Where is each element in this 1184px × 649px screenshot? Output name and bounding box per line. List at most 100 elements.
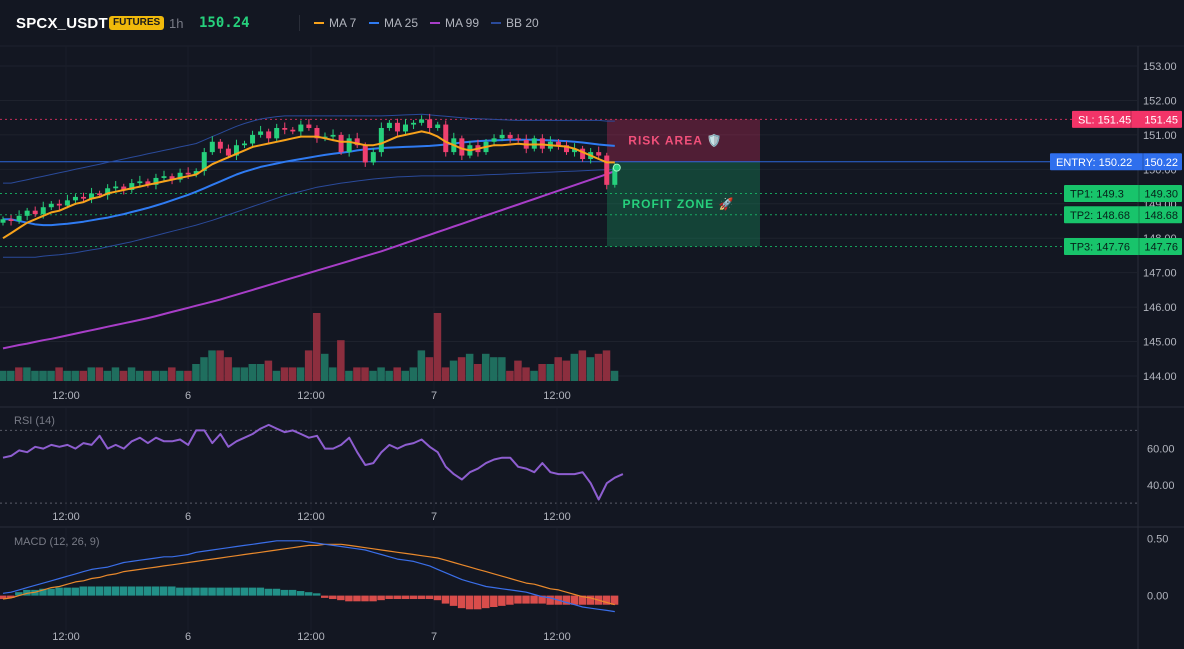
macd-histogram-bar: [63, 587, 71, 596]
macd-histogram-bar: [288, 589, 297, 596]
volume-bar: [393, 367, 401, 381]
macd-histogram-bar: [498, 595, 506, 606]
legend-ma99-label: MA 99: [445, 16, 480, 30]
volume-bar: [304, 350, 313, 381]
volume-bar: [240, 367, 248, 381]
candle-body: [217, 141, 223, 149]
price-tick-label: 153.00: [1143, 61, 1177, 73]
macd-histogram-bar: [345, 595, 353, 602]
macd-histogram-bar: [522, 595, 530, 604]
volume-bar: [345, 370, 353, 381]
candle-body: [32, 210, 38, 215]
candle-body: [0, 219, 6, 223]
volume-bar: [482, 353, 490, 381]
volume-bar: [232, 367, 240, 381]
candle-body: [282, 128, 288, 130]
candle-body: [72, 196, 78, 201]
volume-bar: [47, 370, 55, 381]
level-tag-box: [1064, 237, 1182, 255]
macd-histogram-bar: [538, 595, 546, 604]
macd-histogram-bar: [184, 587, 192, 596]
candle-body: [185, 172, 191, 175]
volume-bar: [143, 370, 152, 381]
volume-bar: [296, 367, 305, 381]
level-tag-price: 150.22: [1144, 157, 1178, 169]
legend-ma7[interactable]: MA 7: [314, 16, 356, 30]
candle-body: [459, 138, 465, 156]
volume-bar: [288, 367, 297, 381]
volume-bar: [39, 370, 47, 381]
symbol-name[interactable]: SPCX_USDT: [16, 15, 108, 32]
volume-bar: [55, 367, 63, 381]
candle-body: [258, 131, 264, 135]
level-tag-label: TP2: 148.68: [1070, 210, 1130, 222]
candle-body: [370, 152, 376, 163]
price-tick-label: 147.00: [1143, 268, 1177, 280]
legend-bb20[interactable]: BB 20: [491, 16, 539, 30]
macd-histogram-bar: [119, 586, 128, 596]
bb-upper-line: [3, 113, 615, 184]
price-tick-label: 145.00: [1143, 337, 1177, 349]
legend-ma99[interactable]: MA 99: [430, 16, 479, 30]
volume-bar: [530, 370, 538, 381]
macd-histogram-bar: [168, 586, 176, 596]
candle-body: [81, 196, 86, 199]
candle-body: [169, 176, 175, 180]
macd-histogram-bar: [240, 587, 248, 596]
legend-ma25[interactable]: MA 25: [369, 16, 418, 30]
candle-body: [491, 138, 497, 142]
candle-body: [362, 145, 368, 163]
level-tag-price: 151.45: [1144, 114, 1178, 126]
volume-bar: [433, 313, 442, 381]
volume-bar: [490, 357, 498, 381]
candle-body: [612, 167, 618, 185]
interval-label[interactable]: 1h: [169, 16, 184, 31]
volume-bar: [441, 367, 450, 381]
macd-histogram-bar: [449, 595, 458, 606]
candle-body: [40, 207, 46, 215]
macd-signal-line: [2, 543, 615, 606]
chart-header: SPCX_USDT FUTURES 1h 150.24 MA 7 MA 25 M…: [0, 0, 1184, 46]
rsi-line: [2, 423, 624, 501]
volume-bar: [385, 370, 393, 381]
volume-bar: [602, 350, 611, 381]
volume-bar: [578, 350, 587, 381]
candle-body: [121, 186, 127, 190]
volume-bar: [127, 367, 136, 381]
volume-bar: [321, 353, 329, 381]
macd-histogram-bar: [409, 595, 418, 600]
macd-histogram-bar: [79, 586, 87, 596]
bb20-swatch: [491, 22, 501, 24]
candle-body: [435, 124, 441, 128]
macd-histogram-bar: [490, 595, 498, 608]
candle-body: [338, 134, 344, 153]
price-tick-label: 146.00: [1143, 302, 1177, 314]
macd-histogram-bar: [280, 589, 289, 596]
volume-bar: [135, 370, 144, 381]
macd-histogram-bar: [216, 587, 224, 596]
volume-bar: [594, 353, 603, 381]
volume-bar: [224, 357, 232, 381]
ma7-swatch: [314, 22, 324, 24]
volume-bar: [498, 357, 506, 381]
candle-body: [89, 193, 95, 199]
volume-bar: [168, 367, 176, 381]
volume-bar: [103, 370, 112, 381]
candle-body: [314, 128, 320, 139]
candle-body: [499, 134, 505, 139]
volume-bar: [329, 367, 337, 381]
last-price-dot: [612, 163, 621, 172]
ma25-line: [3, 138, 615, 227]
futures-badge: FUTURES: [109, 16, 165, 30]
candle-body: [129, 183, 135, 190]
level-tag-box: [1072, 110, 1182, 128]
time-tick-label: 12:00: [52, 511, 80, 523]
volume-bar: [538, 364, 546, 381]
price-tick-label: 152.00: [1143, 95, 1177, 107]
macd-histogram-bar: [192, 587, 200, 596]
trade-zones: RISK AREA 🛡️ PROFIT ZONE 🚀: [607, 119, 760, 247]
volume-bar: [216, 350, 224, 381]
time-tick-label: 7: [431, 631, 437, 643]
